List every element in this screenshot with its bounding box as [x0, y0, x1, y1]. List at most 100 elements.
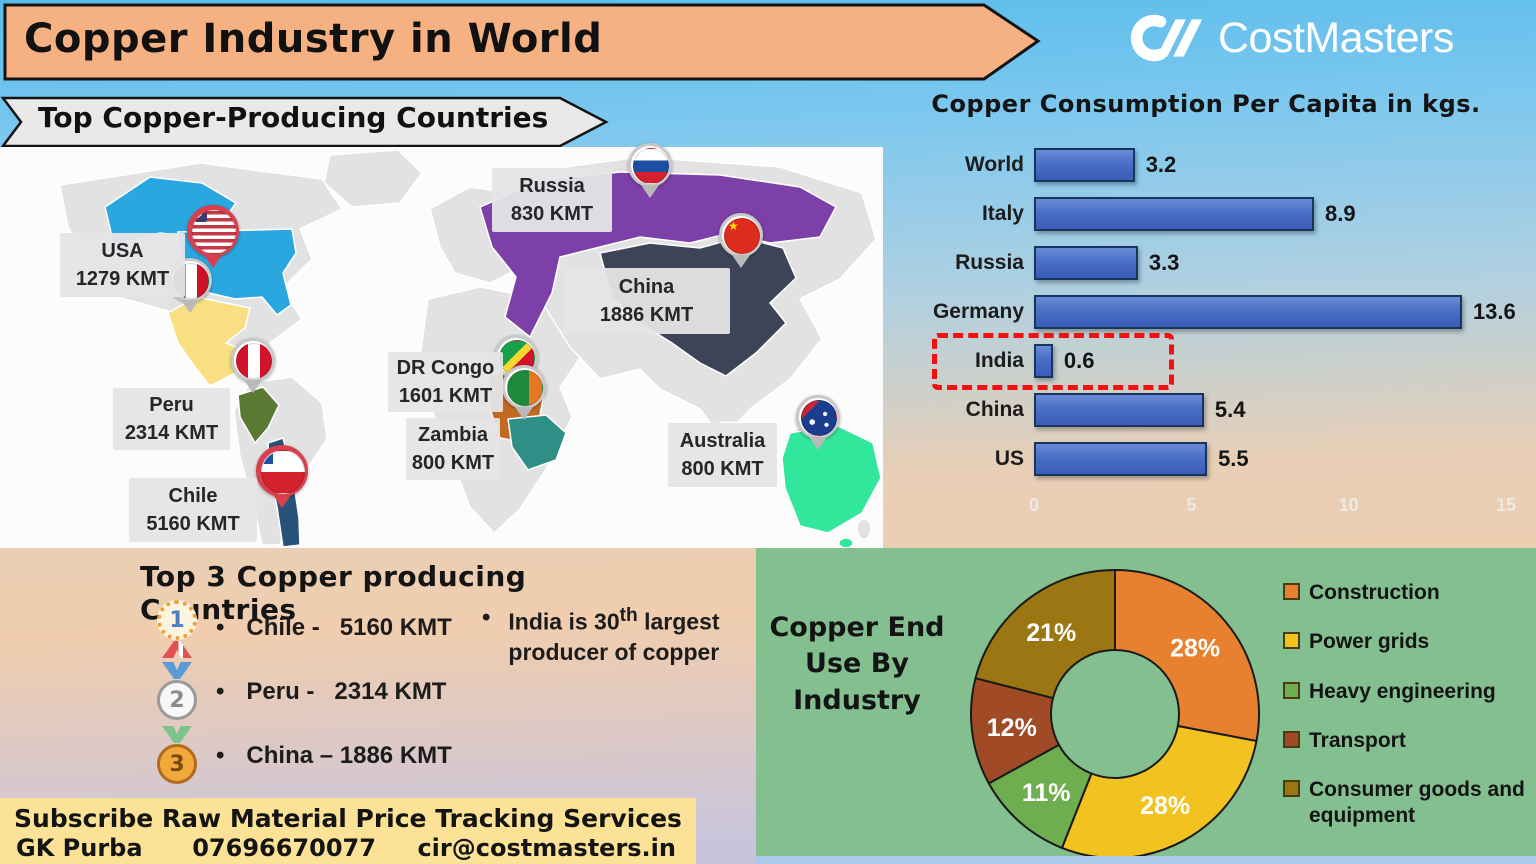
x-axis-tick: 10 [1338, 495, 1359, 515]
legend-item-transport: Transport [1283, 728, 1533, 754]
bar-category-label: Germany [932, 299, 1024, 323]
legend-swatch-icon [1283, 730, 1300, 748]
footer-banner: Subscribe Raw Material Price Tracking Se… [0, 798, 696, 864]
bar-row-china: China 5.4 [930, 385, 1504, 434]
x-axis-tick: 15 [1495, 495, 1517, 515]
bar-value-label: 0.6 [1063, 347, 1095, 373]
footer-subscribe-text: Subscribe Raw Material Price Tracking Se… [14, 804, 682, 833]
chile-flag-pin [256, 445, 308, 508]
x-axis-tick: 5 [1186, 495, 1197, 515]
legend-swatch-icon [1283, 632, 1300, 650]
donut-chart: 28% 28% 11% 12% 21% [970, 568, 1260, 859]
legend-label: Consumer goods and equipment [1309, 778, 1525, 828]
bar-india [1034, 343, 1053, 378]
bar-us [1034, 441, 1208, 476]
legend-item-heavy-engineering: Heavy engineering [1283, 679, 1533, 705]
bar-value-label: 3.3 [1148, 249, 1180, 275]
bottom-strip [756, 856, 1536, 864]
country-australia [781, 424, 882, 534]
country-peru [237, 386, 280, 445]
bullet-icon: • [216, 678, 225, 705]
bar-category-label: Russia [955, 250, 1024, 274]
peru-flag-pin [231, 338, 275, 393]
map-label-usa: USA 1279 KMT [60, 233, 185, 297]
x-axis-tick: 0 [1028, 495, 1040, 515]
top3-item-label: Peru - 2314 KMT [246, 678, 447, 705]
map-label-chile: Chile 5160 KMT [129, 478, 257, 542]
donut-percent-label: 28% [1170, 635, 1220, 663]
footer-phone: 07696670077 [192, 834, 376, 862]
legend-item-power-grids: Power grids [1283, 629, 1533, 655]
russia-flag-pin [628, 143, 672, 198]
legend-item-construction: Construction [1283, 580, 1533, 606]
top3-item-label: Chile - 5160 KMT [246, 614, 452, 641]
header-banner-shape [3, 3, 1041, 81]
top3-item-rank-1: 1 • Chile - 5160 KMT [152, 598, 482, 658]
bar-chart-title: Copper Consumption Per Capita in kgs. [931, 90, 1481, 118]
donut-percent-label: 21% [1026, 619, 1076, 647]
bar-category-label: World [964, 152, 1024, 176]
bar-value-label: 3.2 [1145, 151, 1177, 177]
map-label-russia: Russia 830 KMT [492, 168, 612, 232]
map-label-dr-congo: DR Congo 1601 KMT [388, 352, 503, 412]
legend-label: Heavy engineering [1309, 679, 1496, 703]
map-banner-title: Top Copper-Producing Countries [38, 101, 549, 134]
india-highlight-box [932, 333, 1174, 390]
top3-title: Top 3 Copper producing Countries [140, 560, 527, 626]
map-label-peru: Peru 2314 KMT [113, 388, 230, 450]
bar-category-label: China [965, 397, 1024, 421]
china-flag-pin [719, 213, 763, 268]
bar-category-label: India [974, 348, 1024, 372]
donut-percent-label: 28% [1140, 792, 1190, 820]
country-zambia [507, 414, 567, 471]
map-label-australia: Australia 800 KMT [668, 423, 777, 487]
bar-category-label: US [994, 446, 1024, 470]
legend-label: Construction [1309, 581, 1440, 604]
bar-row-us: US 5.5 [930, 434, 1504, 483]
bullet-icon: • [482, 604, 491, 631]
top3-item-label: China – 1886 KMT [246, 742, 452, 769]
bar-china [1034, 392, 1204, 427]
bar-row-germany: Germany 13.6 [930, 287, 1516, 336]
bar-row-india: India 0.6 [930, 336, 1504, 385]
usa-flag-pin [187, 205, 239, 268]
bar-value-label: 8.9 [1325, 200, 1356, 226]
bar-russia [1034, 245, 1138, 280]
brand-logo: CostMasters [1122, 12, 1454, 64]
bullet-icon: • [216, 614, 225, 641]
end-use-panel: Copper End Use By Industry 28% 28% 11% 12% 2… [756, 548, 1536, 859]
costmasters-icon [1130, 14, 1203, 62]
india-fact: • India is 30th largest producer of copp… [482, 604, 744, 667]
donut-percent-label: 11% [1022, 779, 1071, 807]
footer-contact-name: GK Purba [16, 834, 143, 862]
top3-item-rank-3: 3 • China – 1886 KMT [152, 726, 482, 786]
bar-world [1034, 147, 1135, 182]
legend-swatch-icon [1283, 780, 1300, 797]
bar-value-label: 5.5 [1218, 445, 1249, 471]
bar-row-russia: Russia 3.3 [930, 238, 1504, 287]
medal-2-icon: 2 [152, 662, 202, 722]
top3-item-rank-2: 2 • Peru - 2314 KMT [152, 662, 482, 722]
legend-label: Power grids [1309, 630, 1430, 654]
map-banner-shape [0, 96, 609, 148]
top3-list: 1 • Chile - 5160 KMT 2 • Peru - 2314 KMT 3 • Chi… [152, 598, 482, 786]
bar-category-label: Italy [981, 201, 1024, 225]
donut-slice-construction [1114, 568, 1260, 743]
legend-item-consumer-goods-and-equipment: Consumer goods and equipment [1283, 777, 1533, 830]
legend-swatch-icon [1283, 681, 1300, 699]
bar-chart: World 3.2 Italy 8.9 Russia 3.3 Germany 13.6 Indi… [930, 140, 1516, 520]
bar-chart-x-axis: 0 5 10 15 [1029, 495, 1516, 517]
donut-slice-consumer-goods-and-equipment [974, 568, 1116, 700]
donut-legend: Construction Power grids Heavy engineering… [1283, 580, 1533, 830]
footer-email: cir@costmasters.in [417, 834, 676, 862]
australia-flag-pin [796, 395, 840, 450]
donut-slice-power-grids [1060, 724, 1258, 859]
bar-row-italy: Italy 8.9 [930, 189, 1504, 238]
india-fact-text: India is 30th largest producer of copper [508, 605, 720, 665]
map-label-zambia: Zambia 800 KMT [406, 418, 500, 480]
bar-value-label: 5.4 [1214, 396, 1246, 422]
page-title: Copper Industry in World [24, 16, 603, 62]
legend-swatch-icon [1283, 583, 1300, 600]
